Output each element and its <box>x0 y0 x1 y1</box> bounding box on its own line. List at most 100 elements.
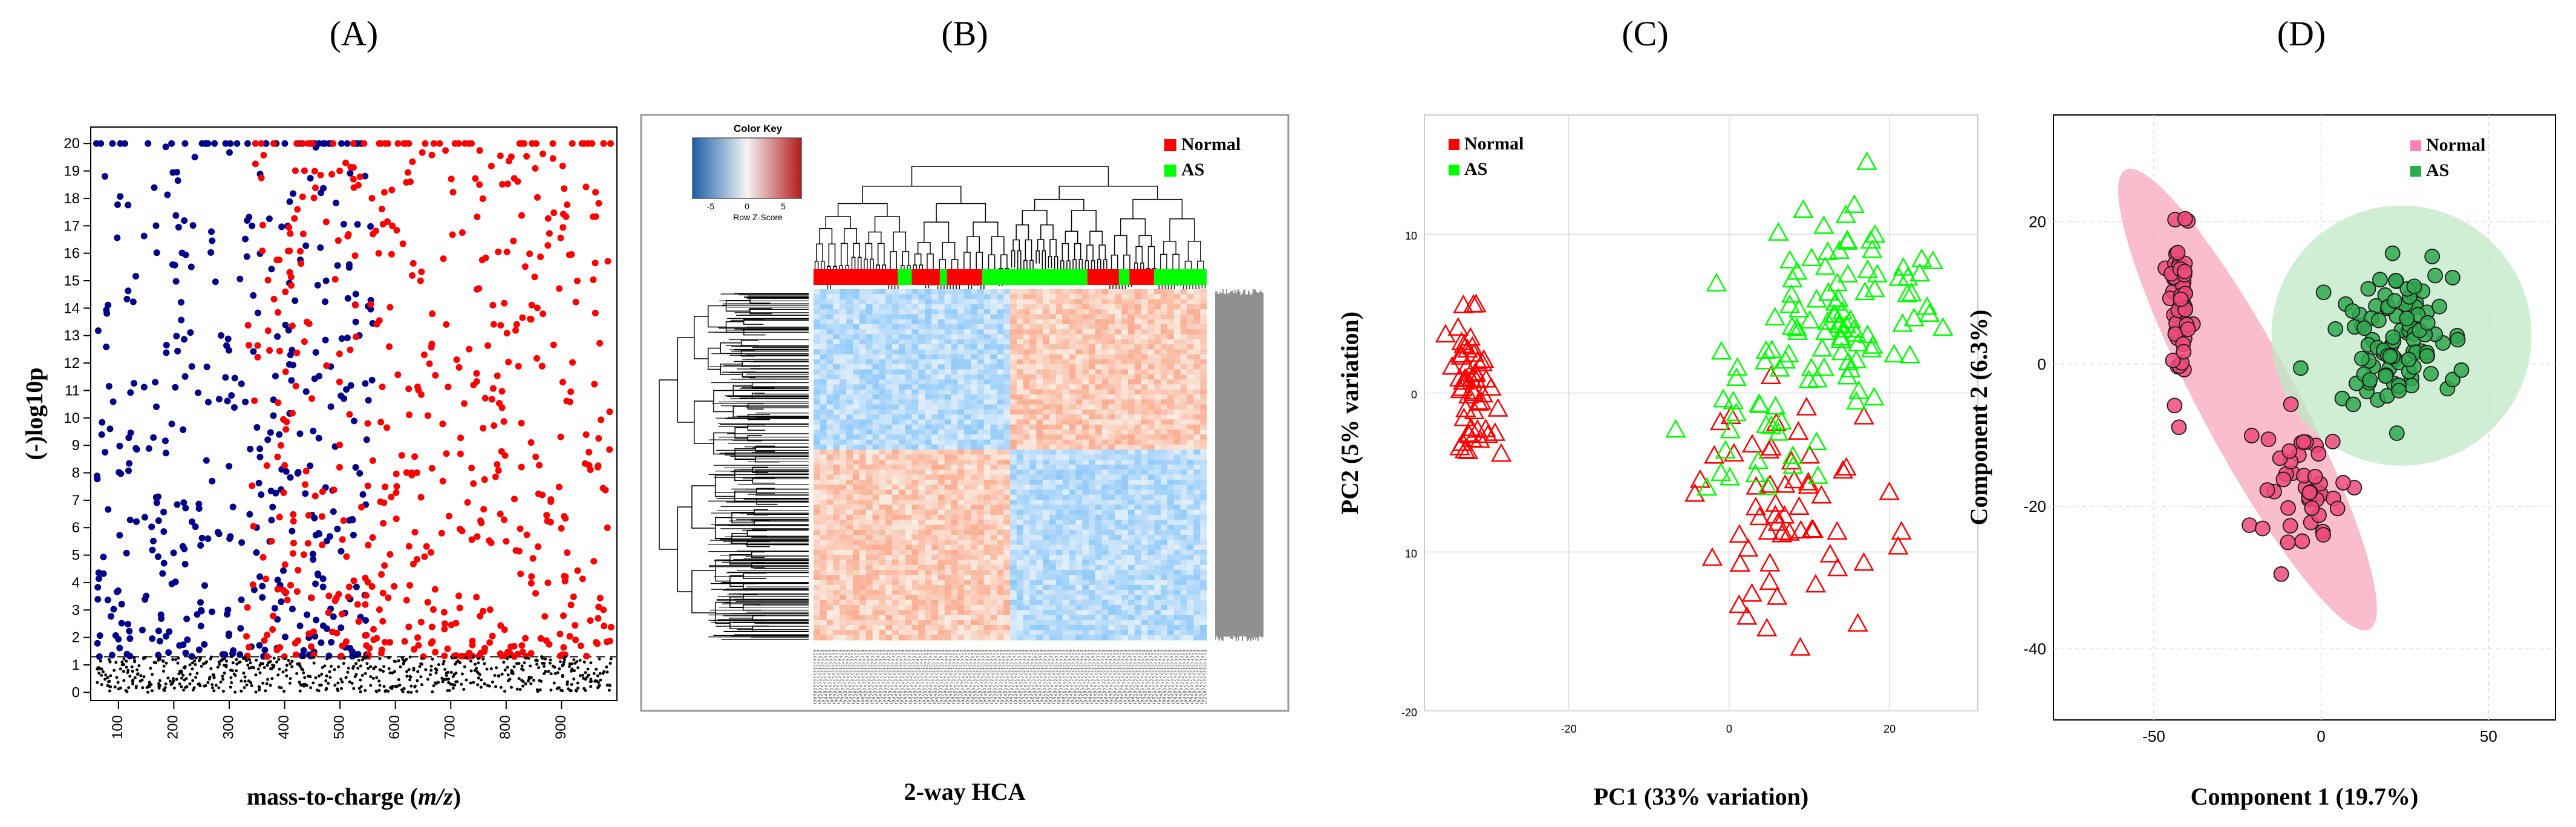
data-point <box>527 439 535 446</box>
heatmap-cell <box>1167 419 1175 425</box>
heatmap-cell <box>1200 469 1207 476</box>
heatmap-cell <box>1115 394 1122 400</box>
data-point <box>544 215 552 222</box>
data-point <box>191 154 198 161</box>
heatmap-cell <box>826 364 833 370</box>
heatmap-cell <box>1089 500 1096 505</box>
heatmap-cell <box>1023 344 1030 350</box>
heatmap-cell <box>853 454 860 460</box>
heatmap-cell <box>1200 529 1207 535</box>
heatmap-cell <box>1016 454 1024 460</box>
data-point <box>432 649 439 656</box>
heatmap-cell <box>990 474 997 480</box>
heatmap-cell <box>898 339 906 345</box>
data-point <box>451 687 455 690</box>
heatmap-cell <box>990 309 997 315</box>
heatmap-cell <box>1121 389 1129 395</box>
heatmap-cell <box>1134 344 1142 350</box>
heatmap-cell <box>1121 525 1129 531</box>
heatmap-cell <box>1036 459 1043 465</box>
heatmap-cell <box>977 454 985 460</box>
data-point <box>107 684 111 688</box>
heatmap-cell <box>983 294 991 300</box>
data-point <box>606 408 613 416</box>
heatmap-cell <box>866 549 873 555</box>
heatmap-cell <box>918 494 925 500</box>
heatmap-cell <box>1115 329 1122 335</box>
heatmap-cell <box>1193 319 1201 325</box>
heatmap-cell <box>911 384 919 390</box>
heatmap-cell <box>1161 500 1168 505</box>
data-point <box>539 491 546 498</box>
heatmap-cell <box>1095 394 1103 400</box>
data-point <box>548 661 552 665</box>
heatmap-cell <box>1089 505 1096 511</box>
heatmap-cell <box>1167 369 1175 375</box>
heatmap-cell <box>990 449 997 455</box>
data-point <box>328 670 331 673</box>
data-point <box>423 543 430 550</box>
heatmap-cell <box>1134 374 1142 380</box>
data-point <box>131 679 134 683</box>
heatmap-cell <box>898 314 906 320</box>
heatmap-cell <box>1193 369 1201 375</box>
data-point <box>188 363 195 370</box>
heatmap-cell <box>1128 525 1135 531</box>
heatmap-cell <box>925 294 932 300</box>
heatmap-cell <box>937 525 945 531</box>
heatmap-cell <box>1128 430 1135 435</box>
heatmap-cell <box>872 394 879 400</box>
heatmap-cell <box>971 544 978 551</box>
heatmap-cell <box>1134 489 1142 495</box>
heatmap-cell <box>1180 404 1187 410</box>
heatmap-cell <box>814 525 821 531</box>
heatmap-cell <box>937 505 945 511</box>
heatmap-cell <box>1075 529 1083 535</box>
heatmap-cell <box>820 359 827 365</box>
data-point <box>351 417 358 425</box>
heatmap-cell <box>905 414 912 420</box>
data-point <box>226 630 233 638</box>
heatmap-cell <box>814 514 821 520</box>
data-point <box>154 553 161 560</box>
heatmap-cell <box>892 404 899 410</box>
data-point <box>125 287 132 295</box>
heatmap-cell <box>990 500 997 505</box>
data-point <box>272 373 279 380</box>
heatmap-cell <box>885 509 893 515</box>
heatmap-cell <box>853 479 860 485</box>
data-point <box>469 669 473 673</box>
heatmap-cell <box>814 289 821 295</box>
data-point <box>256 667 260 671</box>
data-point <box>321 298 328 306</box>
column-dendrogram-branch <box>814 261 819 273</box>
heatmap-cell <box>977 349 985 355</box>
heatmap-cell <box>820 449 827 455</box>
heatmap-cell <box>1134 379 1142 385</box>
heatmap-cell <box>1036 535 1043 540</box>
data-point <box>120 660 124 664</box>
heatmap-cell <box>1062 479 1069 485</box>
heatmap-cell <box>1036 399 1043 405</box>
data-point <box>230 681 233 685</box>
heatmap-cell <box>1036 304 1043 310</box>
heatmap-cell <box>971 419 978 425</box>
heatmap-cell <box>840 394 847 400</box>
heatmap-cell <box>853 369 860 375</box>
heatmap-cell <box>846 299 853 305</box>
heatmap-cell <box>977 384 985 390</box>
heatmap-cell <box>1115 389 1122 395</box>
data-point <box>132 273 140 280</box>
heatmap-cell <box>853 374 860 380</box>
data-point <box>94 639 101 647</box>
heatmap-cell <box>1003 404 1011 410</box>
heatmap-cell <box>1055 465 1063 470</box>
heatmap-cell <box>1043 374 1050 380</box>
heatmap-cell <box>826 294 833 300</box>
heatmap-cell <box>872 334 879 340</box>
heatmap-cell <box>1200 419 1207 425</box>
heatmap-cell <box>833 409 840 415</box>
data-point <box>362 616 370 624</box>
data-point <box>590 276 597 283</box>
data-point <box>302 468 310 475</box>
